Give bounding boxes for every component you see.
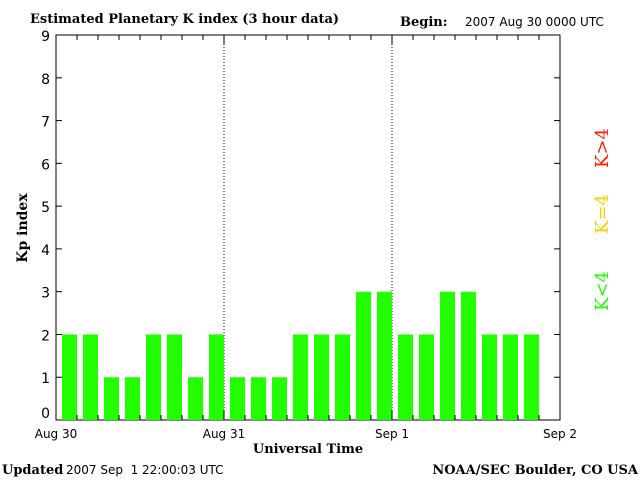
y-tick-label: 7	[41, 115, 50, 131]
kp-bar	[335, 334, 350, 420]
kp-bar	[62, 334, 77, 420]
legend-k-less-4: K<4	[592, 271, 613, 311]
kp-bar	[356, 291, 371, 420]
kp-bar	[503, 334, 518, 420]
plot-area: 0 1 2 3 4 5 6 7 8 9 Aug 30 Aug 31 Sep 1 Sep 2	[35, 29, 577, 441]
legend-k-greater-4: K>4	[592, 128, 613, 168]
begin-value: 2007 Aug 30 0000 UTC	[465, 15, 604, 29]
kp-bar	[293, 334, 308, 420]
x-tick-label: Sep 1	[375, 427, 409, 441]
y-ticks: 0 1 2 3 4 5 6 7 8 9	[41, 29, 560, 422]
kp-bar	[419, 334, 434, 420]
day-separators	[223, 35, 393, 420]
y-tick-label: 3	[41, 286, 50, 302]
kp-bar	[188, 377, 203, 420]
kp-bar	[461, 291, 476, 420]
bars	[62, 291, 539, 420]
y-tick-label: 9	[41, 29, 50, 45]
x-ticks: Aug 30 Aug 31 Sep 1 Sep 2	[35, 35, 577, 441]
kp-bar	[440, 291, 455, 420]
kp-bar	[482, 334, 497, 420]
y-tick-label: 1	[41, 371, 50, 387]
y-tick-label: 8	[41, 72, 50, 88]
y-tick-label: 4	[41, 243, 50, 259]
kp-bar	[314, 334, 329, 420]
y-tick-label: 5	[41, 200, 50, 216]
x-tick-label: Sep 2	[543, 427, 577, 441]
kp-bar	[104, 377, 119, 420]
kp-bar	[83, 334, 98, 420]
kp-bar	[209, 334, 224, 420]
kp-bar	[125, 377, 140, 420]
legend-k-equal-4: K=4	[592, 194, 613, 234]
credit: NOAA/SEC Boulder, CO USA	[432, 463, 639, 478]
x-tick-label: Aug 30	[35, 427, 78, 441]
y-axis-label: Kp index	[15, 193, 31, 263]
x-axis-label: Universal Time	[253, 442, 363, 457]
kp-bar	[377, 291, 392, 420]
legend: K>4 K=4 K<4	[592, 128, 613, 311]
chart-title: Estimated Planetary K index (3 hour data…	[30, 12, 339, 27]
y-tick-label: 0	[41, 406, 50, 422]
kp-bar	[398, 334, 413, 420]
begin-label: Begin:	[400, 15, 448, 30]
kp-bar	[251, 377, 266, 420]
kp-bar	[524, 334, 539, 420]
kp-bar	[272, 377, 287, 420]
y-tick-label: 2	[41, 328, 50, 344]
kp-bar	[146, 334, 161, 420]
updated-label: Updated	[2, 463, 63, 478]
updated-value: 2007 Sep 1 22:00:03 UTC	[66, 463, 224, 477]
y-tick-label: 6	[41, 157, 50, 173]
x-tick-label: Aug 31	[203, 427, 246, 441]
kp-bar	[230, 377, 245, 420]
kp-bar	[167, 334, 182, 420]
